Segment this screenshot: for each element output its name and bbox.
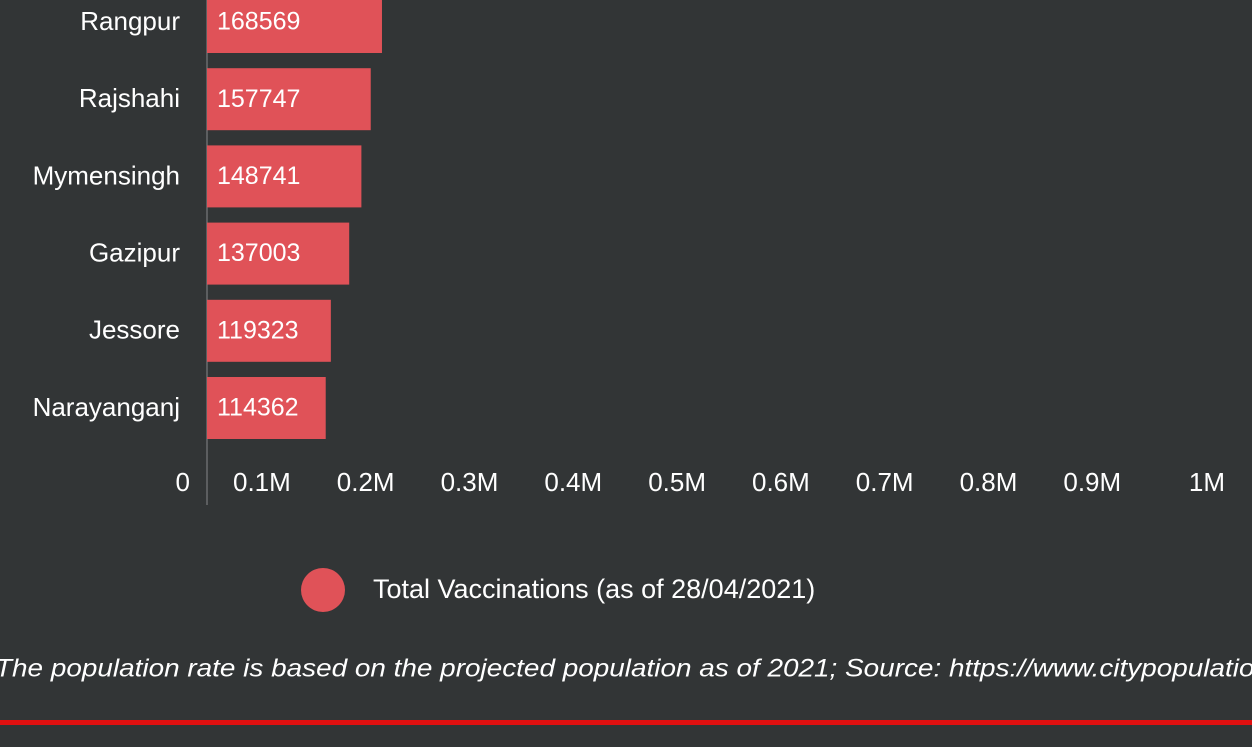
y-tick-label: Rajshahi (79, 83, 180, 113)
bar (207, 377, 326, 439)
bar (207, 0, 382, 53)
x-tick-label: 0.2M (337, 467, 395, 497)
y-tick-label: Rangpur (80, 6, 180, 36)
data-label: 137003 (217, 239, 300, 267)
x-tick-label: 0.5M (648, 467, 706, 497)
x-tick-label: 0.8M (960, 467, 1018, 497)
bar (207, 68, 371, 131)
x-tick-label: 0.3M (441, 467, 499, 497)
x-tick-label: 0.4M (544, 467, 602, 497)
footnote: The population rate is based on the proj… (0, 655, 1252, 683)
x-tick-label: 0.9M (1063, 467, 1121, 497)
x-tick-label: 0 (176, 467, 190, 497)
legend-swatch (301, 568, 345, 612)
divider (0, 720, 1252, 725)
y-tick-label: Narayanganj (33, 392, 180, 422)
data-label: 157747 (217, 85, 300, 113)
bar (207, 299, 331, 362)
x-tick-label: 0.6M (752, 467, 810, 497)
x-tick-label: 0.1M (233, 467, 291, 497)
data-label: 168569 (217, 8, 300, 36)
y-tick-label: Jessore (89, 315, 180, 345)
legend-label: Total Vaccinations (as of 28/04/2021) (373, 574, 815, 604)
x-tick-label: 0.7M (856, 467, 914, 497)
data-label: 114362 (217, 394, 299, 422)
y-tick-label: Gazipur (89, 237, 180, 267)
y-tick-label: Mymensingh (33, 160, 180, 190)
bar (207, 145, 362, 208)
x-tick-label: 1M (1189, 467, 1225, 497)
bar (207, 222, 350, 285)
data-label: 119323 (217, 316, 299, 344)
data-label: 148741 (217, 162, 300, 190)
